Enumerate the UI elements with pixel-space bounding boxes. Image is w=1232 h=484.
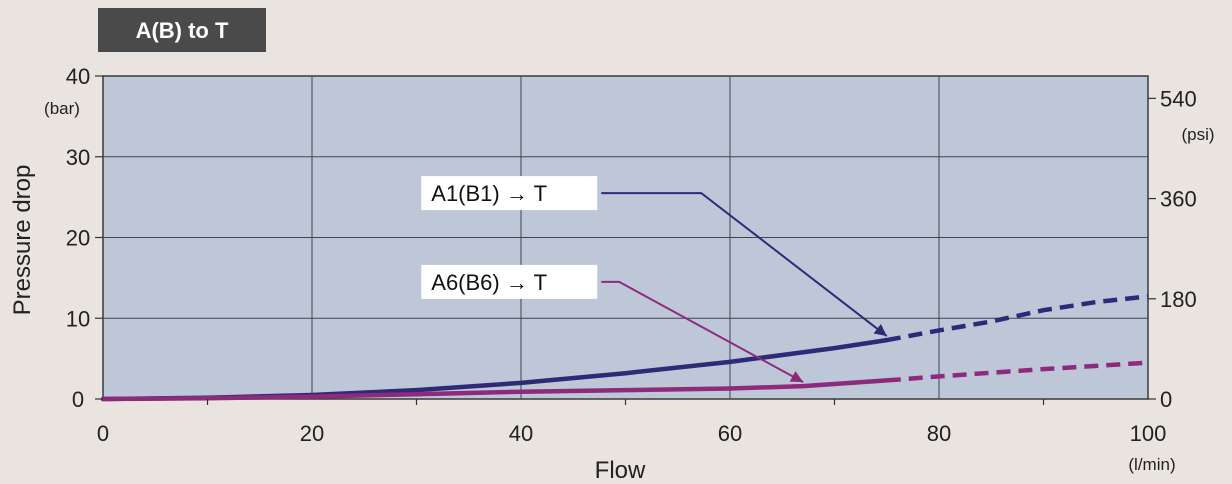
series-label-box-2 (421, 264, 598, 299)
x-axis-title: Flow (595, 457, 646, 484)
annotations: A1(B1) → T A6(B6) → T (421, 176, 888, 383)
series-line-solid-2 (100, 378, 890, 402)
x-unit-label: (l/min) (1128, 455, 1175, 474)
leader-line-2 (601, 280, 804, 383)
x-tick-label: 20 (300, 421, 324, 446)
y-unit-label: (bar) (44, 99, 80, 118)
y-tick-label: 10 (66, 306, 90, 331)
chart-title: A(B) to T (136, 18, 229, 43)
y-tick-label: 20 (66, 226, 90, 251)
title-badge (98, 8, 266, 52)
leader-arrowhead-2 (789, 371, 804, 383)
x-tick-label: 0 (97, 421, 109, 446)
x-tick-label: 80 (927, 421, 951, 446)
leader-line-1 (601, 192, 888, 337)
y2-tick-label: 360 (1160, 187, 1197, 212)
y-axis-title: Pressure drop (9, 165, 36, 316)
x-tick-label: 100 (1130, 421, 1167, 446)
y2-tick-label: 180 (1160, 287, 1197, 312)
y-tick-label: 30 (66, 145, 90, 170)
series-line-dashed-1 (886, 294, 1149, 343)
series-layer (100, 294, 1149, 402)
x-tick-label: 40 (509, 421, 533, 446)
y-tick-label: 40 (66, 64, 90, 89)
series-label-1: A1(B1) → T (431, 181, 547, 206)
series-label-2: A6(B6) → T (431, 270, 547, 295)
y2-unit-label: (psi) (1181, 125, 1214, 144)
axes: 0 20 40 60 80 100 0 10 20 30 40 0 180 360 540 (66, 64, 1197, 446)
grid (103, 76, 1148, 399)
y2-tick-label: 540 (1160, 86, 1197, 111)
leader-arrowhead-1 (873, 324, 887, 337)
x-tick-label: 60 (718, 421, 742, 446)
y2-tick-label: 0 (1160, 387, 1172, 412)
series-label-box-1 (421, 176, 598, 211)
y-tick-label: 0 (72, 387, 84, 412)
series-line-dashed-2 (886, 360, 1149, 383)
